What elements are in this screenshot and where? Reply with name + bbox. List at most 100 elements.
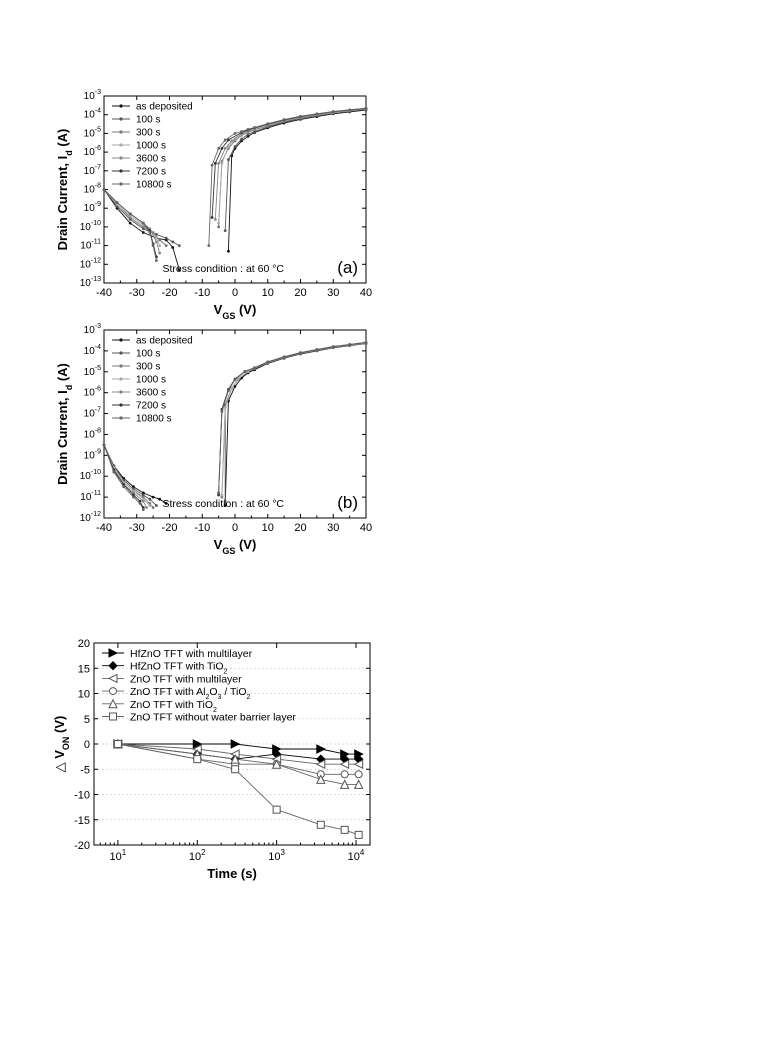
panel-a-data-point — [158, 251, 162, 255]
panel-b-data-point — [220, 410, 224, 413]
panel-a-y-tick-exponent: -11 — [91, 239, 101, 246]
panel-c-data-point — [339, 759, 350, 770]
panel-b-x-axis-title-part: V — [214, 537, 223, 552]
panel-c-x-tick-base: 10 — [348, 851, 360, 863]
panel-a-data-point — [171, 246, 175, 249]
panel-a-data-point — [233, 132, 237, 135]
panel-b-y-tick-label: 10-12 — [80, 511, 101, 524]
panel-a-y-tick-base: 10 — [84, 147, 96, 158]
panel-a-y-tick-exponent: -13 — [91, 276, 101, 283]
panel-b-series-line-on — [221, 342, 367, 496]
panel-c-y-tick-label: -20 — [74, 840, 90, 852]
panel-b-data-point — [138, 499, 142, 503]
panel-a-y-tick-label: 10-6 — [84, 145, 101, 158]
panel-b-y-tick-base: 10 — [80, 471, 92, 482]
panel-b-data-point — [132, 495, 135, 499]
panel-c-y-axis-title-part: ON — [61, 737, 71, 751]
panel-b-data-point — [151, 495, 155, 499]
panel-b-data-point — [141, 493, 145, 497]
panel-b-y-tick-base: 10 — [84, 388, 96, 399]
panel-c-legend-label-part: 2 — [224, 668, 228, 675]
panel-a-data-point — [128, 212, 132, 216]
panel-b-series-line-on — [224, 343, 367, 506]
panel-a-data-point — [158, 238, 162, 242]
panel-b-data-point — [141, 497, 145, 501]
panel-b-data-point — [266, 360, 270, 364]
panel-c-y-tick-label: 0 — [84, 739, 90, 751]
panel-b-y-tick-base: 10 — [80, 513, 92, 524]
panel-a-legend-label: 10800 s — [136, 180, 172, 191]
panel-c-data-point — [340, 825, 349, 834]
panel-b-y-tick-label: 10-11 — [80, 490, 101, 503]
panel-b-data-point — [151, 506, 155, 509]
panel-b-data-point — [148, 504, 152, 507]
panel-a-series-line-on — [208, 107, 367, 246]
panel-b-panel-label: (b) — [337, 493, 358, 512]
panel-b-x-tick-label: -20 — [162, 522, 178, 534]
panel-b-legend-label: 10800 s — [136, 414, 172, 425]
panel-a-data-point — [227, 249, 230, 253]
panel-a-y-tick-exponent: -10 — [91, 220, 101, 227]
panel-a-data-point — [155, 240, 158, 244]
panel-b-series-line-off — [103, 444, 151, 506]
panel-c-y-axis-title: △ VON (V) — [52, 716, 71, 773]
panel-c-legend-label: HfZnO TFT with multilayer — [130, 648, 253, 660]
panel-c-legend-marker — [107, 673, 118, 684]
panel-c-data-point — [316, 744, 326, 754]
panel-c-data-point — [315, 759, 326, 770]
panel-b-series-line-off — [103, 444, 147, 508]
panel-c-legend-label-part: / TiO — [221, 686, 246, 698]
panel-a-data-point — [217, 221, 221, 225]
panel-b-legend-label: 300 s — [136, 362, 160, 373]
panel-a-y-tick-exponent: -3 — [95, 89, 101, 96]
panel-c-data-point — [230, 739, 241, 749]
panel-c-data-point — [271, 759, 282, 769]
panel-a-data-point — [331, 110, 335, 113]
panel-c-x-tick-label: 102 — [189, 848, 206, 863]
panel-c-legend-label: ZnO TFT with TiO2 — [130, 699, 217, 714]
panel-b-legend-label: as deposited — [136, 336, 193, 347]
panel-b-data-point — [364, 340, 368, 344]
panel-b-y-tick-label: 10-5 — [84, 365, 101, 378]
panel-a-data-point — [282, 118, 286, 121]
panel-b-y-axis-title: Drain Current, Id (A) — [55, 363, 74, 485]
panel-b-data-point — [223, 405, 227, 409]
panel-a-y-tick-label: 10-12 — [80, 257, 101, 270]
panel-b-data-point — [155, 504, 158, 507]
panel-c-data-point — [272, 805, 281, 814]
panel-b-stress-annotation: Stress condition : at 60 °C — [162, 498, 284, 510]
panel-b-data-point — [217, 493, 221, 497]
panel-b-data-point — [253, 366, 257, 369]
panel-b-data-point — [299, 351, 302, 354]
panel-a-y-tick-base: 10 — [80, 241, 92, 252]
panel-a-y-tick-label: 10-9 — [84, 201, 101, 214]
panel-b-data-point — [102, 443, 106, 447]
panel-c-legend-marker — [108, 648, 119, 658]
panel-a-data-point — [315, 112, 319, 116]
panel-a-data-point — [223, 138, 227, 142]
panel-b-data-point — [223, 499, 227, 503]
panel-b-legend-label: 3600 s — [136, 388, 166, 399]
panel-a-data-point — [210, 163, 214, 167]
panel-a-data-point — [227, 158, 230, 161]
panel-c-data-point — [340, 770, 349, 779]
panel-a-y-tick-label: 10-5 — [84, 126, 101, 139]
panel-a-y-axis-title: Drain Current, Id (A) — [55, 129, 74, 251]
panel-c-data-point — [316, 820, 325, 829]
panel-a-data-point — [348, 108, 352, 112]
panel-a-data-point — [266, 122, 270, 126]
panel-b-data-point — [315, 348, 319, 351]
panel-a-y-tick-label: 10-4 — [84, 108, 101, 121]
panel-a-y-tick-label: 10-3 — [84, 89, 101, 102]
panel-a-data-point — [141, 231, 145, 234]
panel-a-x-axis-title-part: V — [214, 302, 223, 317]
panel-a-y-tick-exponent: -7 — [95, 164, 101, 171]
panel-a-y-tick-base: 10 — [84, 203, 96, 214]
panel-a-x-axis-title-part: (V) — [235, 302, 256, 317]
panel-a-data-point — [151, 244, 155, 248]
panel-b-x-axis-title-part: GS — [222, 546, 235, 556]
panel-b-data-point — [148, 501, 152, 505]
panel-c-x-tick-base: 10 — [110, 851, 122, 863]
panel-b-y-axis-title-part: (A) — [55, 363, 70, 385]
panel-a-data-point — [240, 130, 243, 133]
